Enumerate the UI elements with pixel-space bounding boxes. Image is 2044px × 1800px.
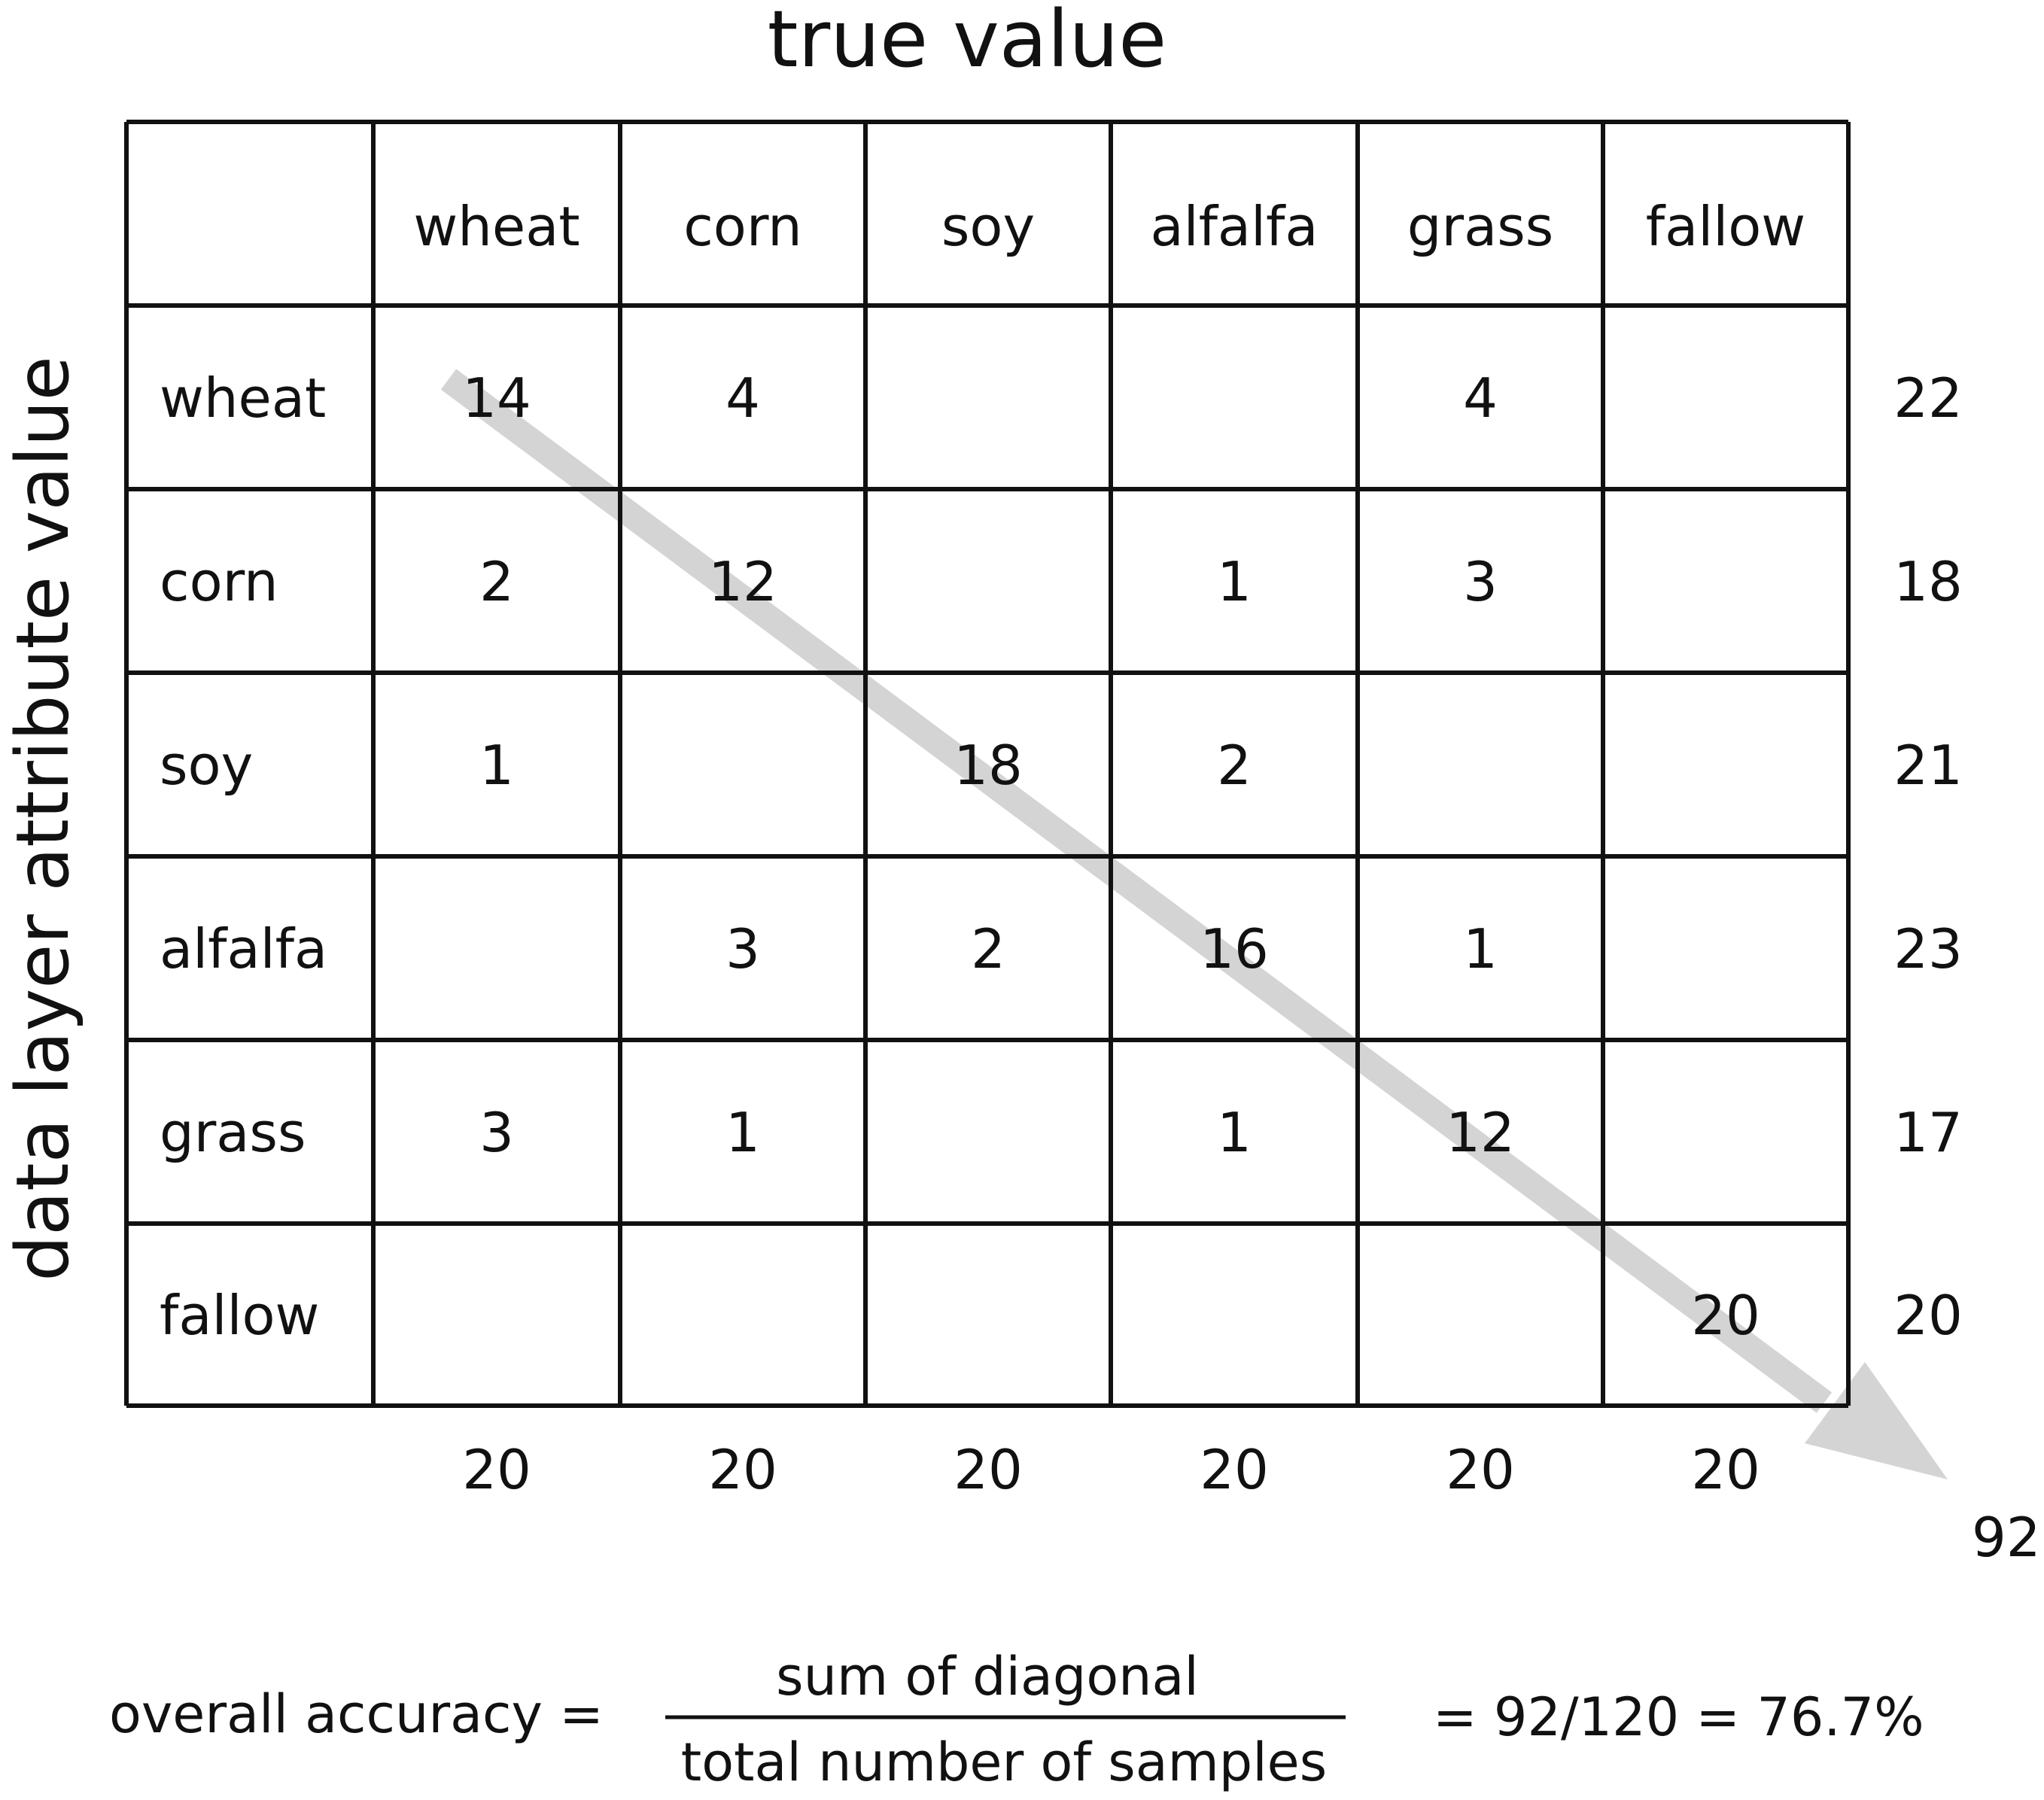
matrix-cell: 1 xyxy=(1217,1101,1252,1164)
diagonal-arrow-shaft xyxy=(440,369,1833,1413)
matrix-cell: 16 xyxy=(1200,917,1269,981)
diagonal-arrow xyxy=(440,369,1948,1479)
formula-lhs: overall accuracy = xyxy=(109,1683,604,1745)
row-total: 21 xyxy=(1893,734,1963,797)
column-header: alfalfa xyxy=(1150,195,1318,258)
column-total: 20 xyxy=(954,1438,1023,1501)
accuracy-formula: overall accuracy = sum of diagonal total… xyxy=(109,1646,1924,1793)
matrix-cell: 12 xyxy=(708,550,777,613)
matrix-cell: 3 xyxy=(725,917,760,981)
column-total: 20 xyxy=(708,1438,777,1501)
matrix-cell: 2 xyxy=(971,917,1005,981)
matrix-row: alfalfa 3 2 16 1 23 xyxy=(160,917,1963,981)
diagonal-arrow-head xyxy=(1805,1362,1948,1479)
row-total: 18 xyxy=(1893,550,1963,613)
matrix-cell: 20 xyxy=(1691,1284,1760,1347)
row-label: wheat xyxy=(160,366,326,430)
column-header: corn xyxy=(683,195,802,258)
row-total: 22 xyxy=(1893,366,1963,430)
column-header: grass xyxy=(1407,195,1553,258)
column-header: wheat xyxy=(413,195,579,258)
matrix-cell: 1 xyxy=(1217,550,1252,613)
chart-title: true value xyxy=(768,0,1167,85)
matrix-cell: 18 xyxy=(954,734,1023,797)
row-total: 23 xyxy=(1893,917,1963,981)
matrix-cell: 4 xyxy=(1463,366,1498,430)
column-totals: 20 20 20 20 20 20 xyxy=(462,1438,1760,1501)
matrix-row: grass 3 1 1 12 17 xyxy=(160,1101,1963,1164)
row-label: soy xyxy=(160,734,253,797)
row-total: 20 xyxy=(1893,1284,1963,1347)
column-total: 20 xyxy=(1691,1438,1760,1501)
matrix-cell: 14 xyxy=(462,366,531,430)
matrix-grid xyxy=(124,120,1851,1408)
row-label: grass xyxy=(160,1101,306,1164)
matrix-row: wheat 14 4 4 22 xyxy=(160,366,1963,430)
matrix-row: corn 2 12 1 3 18 xyxy=(160,550,1963,613)
column-header: soy xyxy=(941,195,1035,258)
row-label: corn xyxy=(160,550,278,613)
matrix-cell: 1 xyxy=(725,1101,760,1164)
matrix-cell: 1 xyxy=(1463,917,1498,981)
matrix-row: fallow 20 20 xyxy=(160,1284,1963,1347)
row-label: alfalfa xyxy=(160,917,327,981)
row-total: 17 xyxy=(1893,1101,1963,1164)
column-total: 20 xyxy=(1200,1438,1269,1501)
matrix-cell: 1 xyxy=(479,734,514,797)
matrix-row: soy 1 18 2 21 xyxy=(160,734,1963,797)
column-header: fallow xyxy=(1646,195,1805,258)
column-total: 20 xyxy=(1446,1438,1515,1501)
formula-rhs: = 92/120 = 76.7% xyxy=(1433,1686,1924,1748)
matrix-cell: 4 xyxy=(725,366,760,430)
formula-numerator: sum of diagonal xyxy=(776,1646,1199,1707)
formula-denominator: total number of samples xyxy=(681,1732,1327,1793)
matrix-cell: 2 xyxy=(479,550,514,613)
matrix-cell: 2 xyxy=(1217,734,1252,797)
diagonal-sum: 92 xyxy=(1972,1506,2041,1569)
column-headers: wheat corn soy alfalfa grass fallow xyxy=(413,195,1805,258)
row-label: fallow xyxy=(160,1284,319,1347)
column-total: 20 xyxy=(462,1438,531,1501)
matrix-cell: 3 xyxy=(479,1101,514,1164)
matrix-cell: 3 xyxy=(1463,550,1498,613)
y-axis-label: data layer attribute value xyxy=(1,356,85,1282)
matrix-cell: 12 xyxy=(1446,1101,1515,1164)
